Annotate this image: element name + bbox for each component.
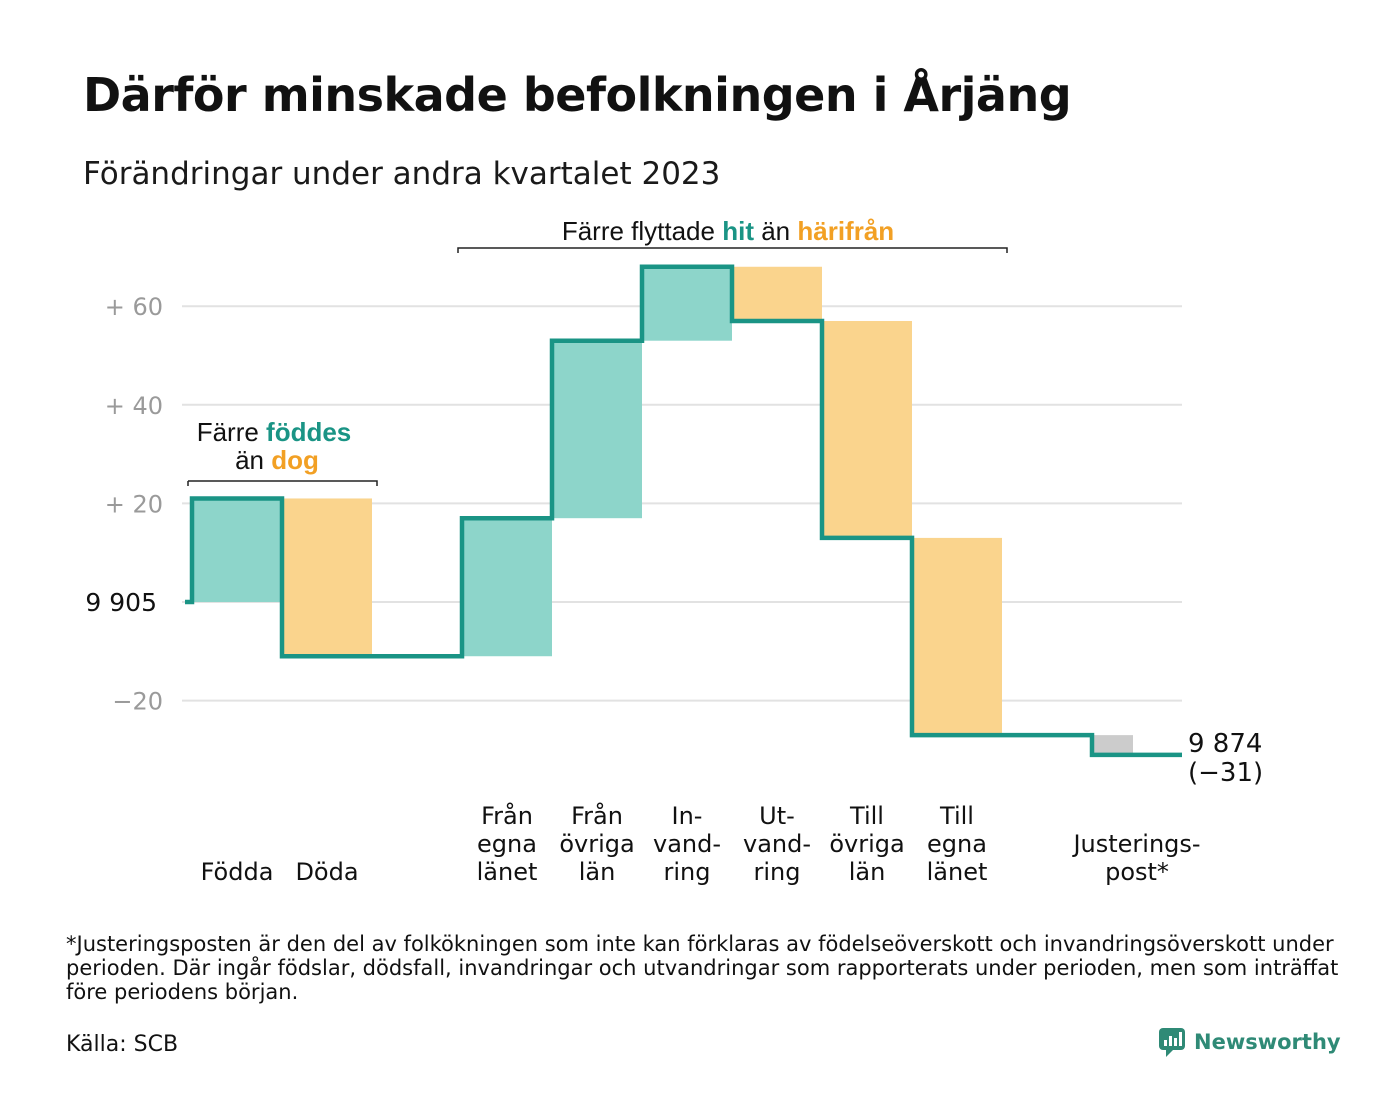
annotation-bracket	[457, 247, 1008, 253]
category-label: vand-	[743, 830, 811, 858]
category-label: egna	[927, 830, 987, 858]
bar-increase	[192, 498, 282, 602]
chart-subtitle: Förändringar under andra kvartalet 2023	[83, 156, 721, 192]
bar-increase	[462, 518, 552, 657]
logo-text: Newsworthy	[1194, 1030, 1341, 1054]
step-line	[185, 264, 1182, 758]
category-label: länet	[927, 858, 988, 886]
bar-decrease	[912, 537, 1002, 736]
category-label: länet	[477, 858, 538, 886]
annotation-text: Färre föddes	[197, 417, 352, 447]
chart-bubble-icon	[1159, 1028, 1185, 1057]
category-label: Döda	[295, 858, 358, 886]
category-label: övriga	[829, 830, 904, 858]
annotation-part: Färre	[197, 417, 266, 447]
category-label: län	[849, 858, 886, 886]
end-change-label: (−31)	[1188, 758, 1263, 788]
category-label: ring	[754, 858, 801, 886]
bar-decrease	[282, 498, 372, 657]
annotation-text: än dog	[235, 445, 319, 475]
bar-increase	[552, 340, 642, 519]
annotation-part: dog	[271, 445, 319, 475]
category-label: övriga	[559, 830, 634, 858]
annotation-part: härifrån	[797, 216, 894, 246]
annotation-part: än	[235, 445, 271, 475]
category-label: Till	[849, 802, 884, 830]
annotation-text: Färre flyttade hit än härifrån	[562, 216, 894, 246]
category-label: Ut-	[759, 802, 795, 830]
category-label: Från	[481, 801, 533, 830]
category-label: ring	[664, 858, 711, 886]
bar-increase	[642, 266, 732, 341]
category-label: post*	[1105, 858, 1169, 886]
y-tick-label: + 60	[105, 293, 163, 321]
newsworthy-logo: Newsworthy	[1158, 1026, 1341, 1058]
category-label: In-	[672, 802, 703, 830]
category-label: Till	[939, 802, 974, 830]
annotation-part: hit	[722, 216, 754, 246]
y-tick-label: −20	[112, 688, 163, 716]
annotation-part: än	[754, 216, 797, 246]
annotation-part: föddes	[266, 417, 351, 447]
footnote: *Justeringsposten är den del av folkökni…	[66, 932, 1339, 1004]
category-label: Justerings-	[1071, 830, 1200, 858]
source-note: Källa: SCB	[66, 1032, 179, 1057]
chart-title: Därför minskade befolkningen i Årjäng	[83, 68, 1072, 122]
waterfall-step-line	[185, 264, 1182, 758]
y-tick-label: + 40	[105, 392, 163, 420]
bar-decrease	[732, 266, 822, 321]
category-label: vand-	[653, 830, 721, 858]
bar-adjustment	[1094, 735, 1133, 755]
bar-decrease	[822, 320, 912, 538]
category-label: Födda	[201, 858, 274, 886]
category-label: egna	[477, 830, 537, 858]
bars	[192, 266, 1133, 755]
start-value-label: 9 905	[85, 588, 157, 617]
category-label: län	[579, 858, 616, 886]
annotation-part: Färre flyttade	[562, 216, 722, 246]
category-label: Från	[571, 801, 623, 830]
y-tick-label: + 20	[105, 490, 163, 518]
annotation-bracket	[187, 480, 378, 486]
end-value-label: 9 874	[1188, 729, 1262, 759]
